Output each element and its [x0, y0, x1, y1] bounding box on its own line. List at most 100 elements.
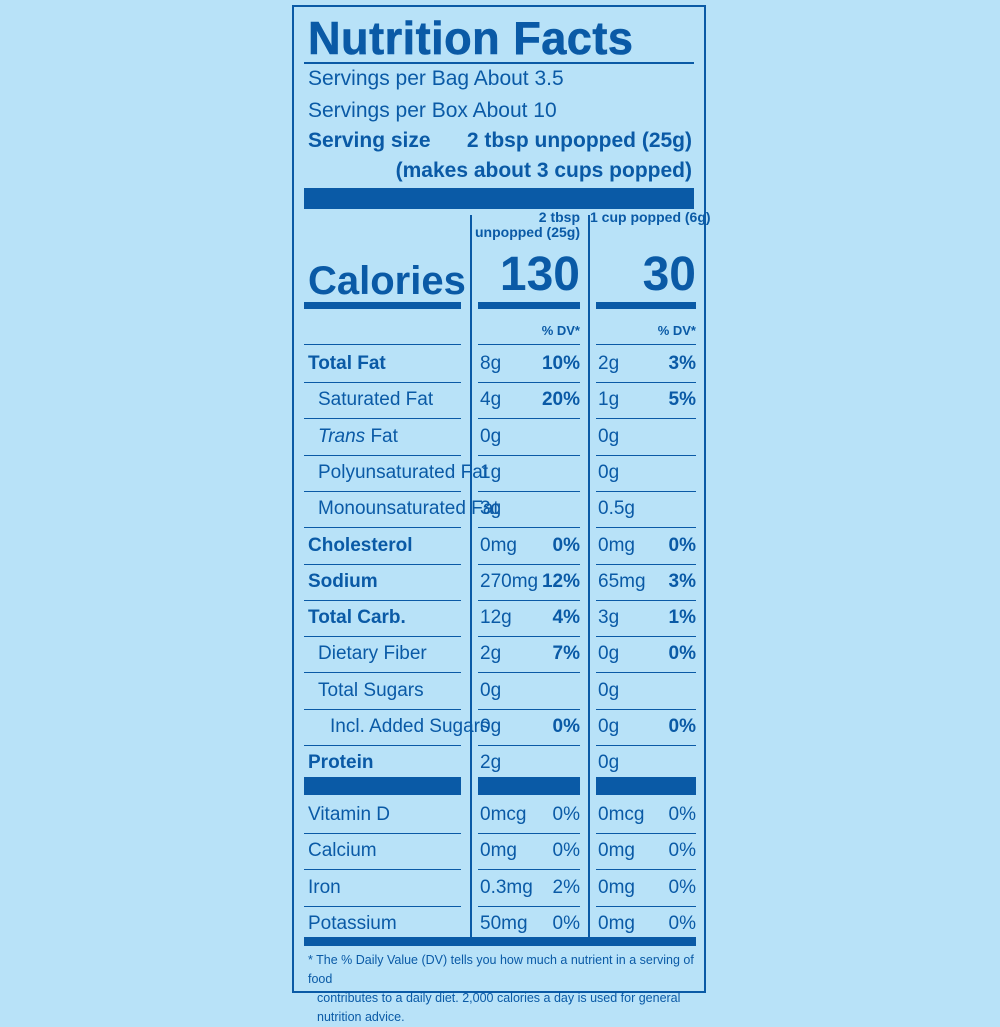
amount-unpopped: 2g	[480, 752, 502, 774]
servings-per-bag: Servings per Bag About 3.5	[308, 67, 564, 90]
nutrient-name: Total Fat	[308, 353, 386, 374]
amount-popped: 0mg	[598, 876, 635, 898]
amount-unpopped: 8g	[480, 353, 502, 374]
column-divider-1	[470, 215, 472, 939]
amount-popped: 0g	[598, 425, 620, 447]
row-rule-col2	[596, 745, 696, 746]
amount-unpopped: 50mg	[480, 912, 528, 934]
row-rule-left	[304, 869, 461, 870]
row-rule-col2	[596, 382, 696, 383]
amount-unpopped: 1g	[480, 461, 502, 483]
dv-unpopped: 12%	[541, 570, 580, 592]
amount-unpopped: 3g	[480, 498, 502, 520]
row-rule-col2	[596, 636, 696, 637]
dv-rule-col2	[596, 344, 696, 345]
row-rule-left	[304, 455, 461, 456]
amount-unpopped: 0mcg	[480, 804, 527, 825]
dv-unpopped: 0%	[552, 840, 580, 862]
nutrient-name: Saturated Fat	[318, 389, 434, 411]
label-title: Nutrition Facts	[308, 12, 634, 65]
amount-popped: 0.5g	[598, 498, 635, 520]
dv-unpopped: 0%	[552, 804, 580, 825]
row-rule-left	[304, 833, 461, 834]
amount-popped: 3g	[598, 607, 620, 629]
thick-rule-col2	[596, 777, 696, 795]
row-rule-col2	[596, 672, 696, 673]
serving-size-value: 2 tbsp unpopped (25g)	[466, 129, 692, 152]
amount-unpopped: 4g	[480, 389, 502, 411]
nutrient-name: Monounsaturated Fat	[318, 498, 499, 520]
vitamin-row: Vitamin D 0mcg 0% 0mcg 0%	[294, 797, 704, 833]
nutrient-name: Trans Fat	[318, 426, 398, 448]
dv-popped: 1%	[668, 607, 696, 629]
row-rule-left	[304, 418, 461, 419]
dv-popped: 0%	[668, 716, 696, 737]
nutrient-row: Protein 2g 0g	[294, 745, 704, 781]
nutrient-name: Vitamin D	[308, 804, 391, 825]
row-rule-col1	[478, 418, 580, 419]
row-rule-left	[304, 709, 461, 710]
row-rule-col1	[478, 527, 580, 528]
amount-unpopped: 0g	[480, 679, 502, 701]
nutrient-name: Protein	[308, 752, 374, 774]
row-rule-left	[304, 636, 461, 637]
row-rule-col1	[478, 636, 580, 637]
amount-popped: 0mg	[598, 534, 635, 556]
nutrient-row: Total Fat 8g 10% 2g 3%	[294, 346, 704, 382]
amount-popped: 0mg	[598, 912, 635, 934]
nutrient-name: Polyunsaturated Fat	[318, 461, 489, 483]
row-rule-col2	[596, 600, 696, 601]
dv-popped: 0%	[668, 876, 696, 898]
row-rule-col1	[478, 455, 580, 456]
footnote: * The % Daily Value (DV) tells you how m…	[308, 951, 704, 1027]
nutrient-row: Cholesterol 0mg 0% 0mg 0%	[294, 528, 704, 564]
title-rule	[304, 62, 694, 64]
amount-unpopped: 0g	[480, 425, 502, 447]
nutrient-name: Calcium	[308, 840, 377, 862]
row-rule-col2	[596, 418, 696, 419]
row-rule-left	[304, 564, 461, 565]
calories-rule-col2	[596, 302, 696, 309]
serving-size-note: (makes about 3 cups popped)	[395, 159, 692, 182]
amount-popped: 65mg	[598, 570, 646, 592]
row-rule-col2	[596, 833, 696, 834]
vitamin-row: Calcium 0mg 0% 0mg 0%	[294, 833, 704, 869]
row-rule-col1	[478, 869, 580, 870]
nutrient-row: Sodium 270mg 12% 65mg 3%	[294, 564, 704, 600]
dv-popped: 0%	[668, 912, 696, 934]
dv-unpopped: 20%	[541, 389, 580, 411]
dv-popped: 0%	[668, 840, 696, 862]
servings-per-box: Servings per Box About 10	[308, 99, 557, 122]
amount-popped: 1g	[598, 389, 620, 411]
row-rule-col1	[478, 564, 580, 565]
nutrient-name: Potassium	[308, 912, 397, 934]
nutrient-name: Iron	[308, 876, 341, 898]
row-rule-col2	[596, 906, 696, 907]
nutrient-row: Dietary Fiber 2g 7% 0g 0%	[294, 636, 704, 672]
nutrient-name-rest: Fat	[365, 425, 398, 447]
vitamin-row: Iron 0.3mg 2% 0mg 0%	[294, 870, 704, 906]
row-rule-col1	[478, 491, 580, 492]
dv-unpopped: 0%	[552, 716, 580, 737]
nutrient-row: Polyunsaturated Fat 1g 0g	[294, 455, 704, 491]
dv-unpopped: 0%	[552, 912, 580, 934]
calories-value-popped: 30	[642, 248, 696, 301]
thick-rule-col1	[478, 777, 580, 795]
thick-rule-bottom	[304, 937, 696, 946]
amount-unpopped: 0mg	[480, 840, 517, 862]
dv-rule-left	[304, 344, 461, 345]
dv-popped: 3%	[668, 570, 696, 592]
row-rule-col1	[478, 906, 580, 907]
nutrient-name: Total Carb.	[308, 607, 406, 629]
column2-header: 1 cup popped (6g)	[590, 209, 711, 225]
amount-popped: 0g	[598, 679, 620, 701]
nutrient-name: Sodium	[308, 570, 378, 592]
amount-popped: 0g	[598, 716, 620, 737]
calories-rule-col1	[478, 302, 580, 309]
row-rule-left	[304, 745, 461, 746]
amount-popped: 0mg	[598, 840, 635, 862]
row-rule-col1	[478, 600, 580, 601]
column-divider-2	[588, 215, 590, 939]
nutrient-name-italic: Trans	[318, 425, 366, 447]
dv-rule-col1	[478, 344, 580, 345]
